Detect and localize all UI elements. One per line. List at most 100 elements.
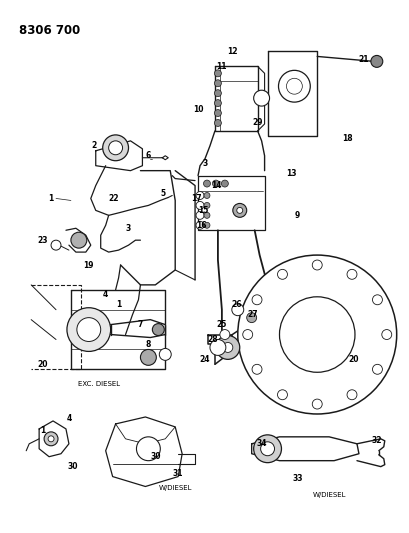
Circle shape — [204, 192, 209, 198]
Text: 2: 2 — [91, 141, 96, 150]
Circle shape — [232, 204, 246, 217]
Circle shape — [214, 70, 221, 77]
Text: 23: 23 — [38, 236, 48, 245]
Circle shape — [196, 221, 204, 229]
Circle shape — [51, 240, 61, 250]
Text: 11: 11 — [216, 62, 227, 71]
Text: W/DIESEL: W/DIESEL — [312, 492, 345, 498]
Circle shape — [231, 304, 243, 316]
Circle shape — [204, 203, 209, 208]
Circle shape — [236, 207, 242, 213]
Circle shape — [278, 70, 310, 102]
Circle shape — [277, 390, 287, 400]
Circle shape — [209, 340, 225, 356]
Text: 17: 17 — [190, 194, 201, 203]
Text: 3: 3 — [126, 224, 131, 233]
Text: W/DIESEL: W/DIESEL — [158, 486, 191, 491]
Text: 1: 1 — [40, 426, 46, 435]
Circle shape — [196, 201, 204, 209]
Circle shape — [246, 313, 256, 322]
Circle shape — [136, 437, 160, 461]
Text: 1: 1 — [116, 300, 121, 309]
Circle shape — [204, 222, 209, 228]
Circle shape — [214, 110, 221, 117]
Text: 27: 27 — [247, 310, 257, 319]
Text: 25: 25 — [216, 320, 227, 329]
Circle shape — [279, 297, 354, 372]
Text: 19: 19 — [83, 261, 94, 270]
Circle shape — [204, 212, 209, 219]
Circle shape — [67, 308, 110, 351]
Text: 7: 7 — [137, 320, 143, 329]
Text: 4: 4 — [103, 290, 108, 300]
Circle shape — [214, 90, 221, 96]
Circle shape — [44, 432, 58, 446]
Circle shape — [219, 329, 229, 340]
Text: 28: 28 — [207, 335, 218, 344]
Circle shape — [102, 135, 128, 161]
Circle shape — [196, 212, 204, 219]
Circle shape — [242, 329, 252, 340]
Text: 21: 21 — [358, 55, 368, 64]
Circle shape — [237, 255, 396, 414]
Text: 5: 5 — [160, 189, 166, 198]
Circle shape — [140, 350, 156, 365]
Text: 33: 33 — [291, 474, 302, 483]
Text: 24: 24 — [199, 355, 210, 364]
Text: 34: 34 — [256, 439, 266, 448]
Circle shape — [370, 55, 382, 67]
Circle shape — [212, 180, 219, 187]
Text: 1: 1 — [48, 194, 54, 203]
Text: 8306 700: 8306 700 — [19, 23, 80, 37]
Circle shape — [203, 180, 210, 187]
Circle shape — [253, 435, 281, 463]
Circle shape — [196, 191, 204, 199]
Text: 18: 18 — [341, 134, 351, 143]
Text: 9: 9 — [294, 211, 299, 220]
Text: 6: 6 — [146, 151, 151, 160]
Circle shape — [286, 78, 301, 94]
Circle shape — [214, 100, 221, 107]
Circle shape — [221, 180, 228, 187]
Text: 15: 15 — [198, 206, 208, 215]
Circle shape — [252, 295, 261, 305]
Circle shape — [277, 269, 287, 279]
Text: 12: 12 — [227, 47, 238, 56]
Text: 20: 20 — [348, 355, 358, 364]
Circle shape — [252, 365, 261, 374]
Text: 13: 13 — [285, 169, 296, 178]
Circle shape — [346, 390, 356, 400]
Circle shape — [48, 436, 54, 442]
Circle shape — [222, 343, 232, 352]
Circle shape — [76, 318, 101, 342]
Text: 4: 4 — [66, 415, 72, 423]
Text: 20: 20 — [38, 360, 48, 369]
Circle shape — [346, 269, 356, 279]
Text: 22: 22 — [108, 194, 119, 203]
Text: 31: 31 — [173, 469, 183, 478]
Text: 14: 14 — [210, 181, 220, 190]
Text: 8: 8 — [145, 340, 151, 349]
Circle shape — [371, 295, 382, 305]
Text: 29: 29 — [252, 118, 262, 127]
Text: 16: 16 — [196, 221, 206, 230]
Text: 26: 26 — [231, 300, 241, 309]
Text: EXC. DIESEL: EXC. DIESEL — [77, 381, 119, 387]
Circle shape — [260, 442, 274, 456]
Circle shape — [152, 324, 164, 336]
Circle shape — [108, 141, 122, 155]
Circle shape — [71, 232, 87, 248]
Circle shape — [216, 336, 239, 359]
Text: 10: 10 — [192, 104, 203, 114]
Circle shape — [371, 365, 382, 374]
Circle shape — [214, 80, 221, 87]
Text: 32: 32 — [371, 437, 381, 445]
Circle shape — [312, 260, 321, 270]
Circle shape — [159, 349, 171, 360]
Circle shape — [312, 399, 321, 409]
Text: 30: 30 — [67, 462, 78, 471]
Circle shape — [381, 329, 391, 340]
Text: 30: 30 — [150, 452, 160, 461]
Circle shape — [214, 119, 221, 126]
Circle shape — [253, 90, 269, 106]
